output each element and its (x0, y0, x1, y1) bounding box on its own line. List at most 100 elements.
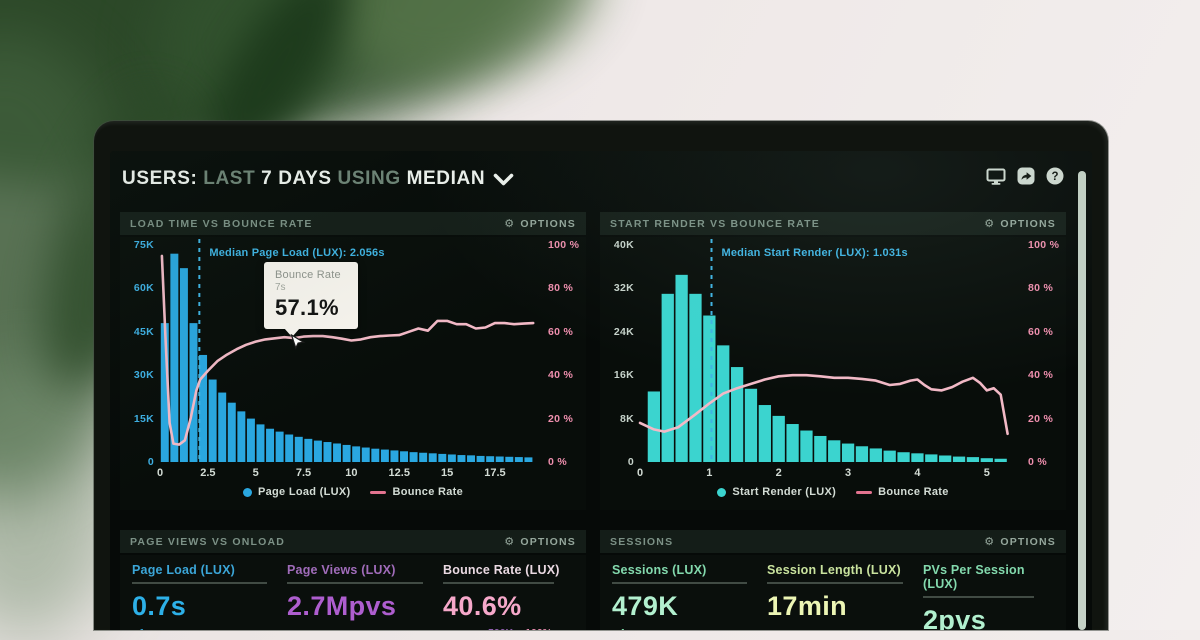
histogram-bar (505, 456, 514, 462)
legend-dash-swatch (370, 490, 387, 494)
legend-label: Page Load (LUX) (257, 486, 351, 498)
help-icon[interactable]: ? (1046, 167, 1064, 185)
display-icon[interactable] (986, 168, 1006, 185)
histogram-bar (237, 411, 246, 462)
metric-value: 2.7Mpvs (287, 591, 397, 621)
gear-icon: ⚙ (984, 535, 996, 548)
dashboard-header: USERS: LAST 7 DAYS USING MEDIAN (110, 151, 1092, 205)
histogram-bar (179, 268, 188, 462)
svg-text:?: ? (1051, 171, 1058, 183)
panel-load-time-vs-bounce-rate: LOAD TIME VS BOUNCE RATE ⚙ OPTIONS 75K 60… (120, 212, 586, 510)
chevron-down-icon (493, 173, 514, 185)
histogram-bar (514, 457, 523, 462)
y-axis-right-tick: 60 % (1028, 325, 1054, 338)
page-title-part: 7 DAYS (261, 168, 332, 189)
start-render-chart[interactable]: 40K 32K 24K 16K 8K 0 100 % 80 % 60 % 40 % 20 % 0 % M… (600, 237, 1066, 510)
metric-label: Session Length (LUX) (767, 563, 901, 577)
metric-underline (443, 582, 554, 584)
metric-underline (767, 582, 903, 584)
x-axis-tick: 2.5 (200, 467, 216, 479)
metric-label: Page Load (LUX) (132, 563, 236, 577)
x-axis-tick: 17.5 (484, 467, 506, 479)
page-title-part: USERS: (122, 168, 198, 189)
page-title-part: USING (331, 168, 407, 189)
y-axis-right-tick: 20 % (1028, 412, 1054, 425)
histogram-bar (266, 428, 275, 462)
dashboard-screen: USERS: LAST 7 DAYS USING MEDIAN (110, 151, 1092, 630)
histogram-bar (285, 434, 294, 462)
page-title-part: LAST (197, 168, 262, 189)
histogram-bar (333, 443, 342, 462)
metric-label: Page Views (LUX) (287, 563, 396, 577)
y-axis-right-tick: 100 % (548, 239, 580, 251)
options-button[interactable]: ⚙ OPTIONS (504, 218, 576, 230)
median-annotation: Median Start Render (LUX): 1.031s (721, 247, 908, 259)
histogram-bar (246, 418, 255, 462)
page-title-part: MEDIAN (406, 168, 486, 189)
options-label: OPTIONS (520, 217, 576, 230)
histogram-bar (952, 456, 966, 462)
metric-value: 2pvs (923, 605, 987, 630)
y-axis-left-tick: 15K (133, 412, 154, 425)
scrollbar[interactable] (1078, 171, 1086, 630)
metric: Page Views (LUX) 2.7Mpvs (287, 563, 443, 630)
legend-item: Page Load (LUX) (242, 486, 351, 498)
y-axis-right-tick: 100 % (1028, 239, 1060, 251)
plot-area[interactable] (600, 237, 1066, 462)
histogram-bar (419, 452, 428, 462)
metric-subvalues: 500K 100% (443, 627, 552, 630)
histogram-bar (689, 293, 702, 462)
panel-sessions: SESSIONS ⚙ OPTIONS Sessions (LUX) 479K 4 p… (600, 530, 1066, 630)
load-time-chart[interactable]: 75K 60K 45K 30K 15K 0 100 % 80 % 60 % 40 % 20 % 0 %… (120, 237, 586, 510)
histogram-bar (170, 253, 179, 462)
legend-item: Bounce Rate (370, 486, 463, 498)
histogram-bar (160, 323, 169, 462)
histogram-bar (304, 438, 313, 462)
options-button[interactable]: ⚙ OPTIONS (504, 536, 576, 548)
toolbar-icons: ? (986, 167, 1064, 185)
options-button[interactable]: ⚙ OPTIONS (984, 536, 1056, 548)
y-axis-right-tick: 40 % (1028, 369, 1054, 382)
histogram-bar (486, 456, 495, 462)
x-axis-tick: 10 (345, 467, 358, 479)
y-axis-left-tick: 45K (133, 325, 154, 338)
histogram-bar (772, 415, 785, 462)
legend-item: Start Render (LUX) (717, 486, 836, 498)
histogram-bar (447, 454, 456, 462)
share-icon[interactable] (1017, 167, 1035, 185)
histogram-bar (208, 379, 217, 462)
histogram-bar (218, 392, 227, 462)
y-axis-right-tick: 60 % (548, 325, 574, 338)
bounce-rate-tooltip: Bounce Rate 7s 57.1% (263, 262, 358, 338)
x-axis-tick: 12.5 (388, 467, 410, 479)
mouse-cursor-icon (290, 334, 305, 350)
metric: Bounce Rate (LUX) 40.6% 500K 100% (443, 563, 574, 630)
y-axis-left-tick: 30K (133, 369, 154, 382)
histogram-bar (361, 447, 370, 462)
legend-label: Start Render (LUX) (732, 486, 837, 498)
y-axis-right-tick: 80 % (1028, 282, 1054, 295)
page-title-dropdown[interactable]: USERS: LAST 7 DAYS USING MEDIAN (122, 168, 514, 190)
histogram-bar (390, 450, 399, 462)
metric-subvalue: 100% (525, 627, 552, 630)
panel-title: START RENDER VS BOUNCE RATE (610, 217, 820, 230)
options-label: OPTIONS (520, 535, 576, 548)
panel-grid: LOAD TIME VS BOUNCE RATE ⚙ OPTIONS 75K 60… (120, 212, 1066, 630)
options-button[interactable]: ⚙ OPTIONS (984, 218, 1056, 230)
plot-area[interactable] (120, 237, 586, 462)
histogram-bar (994, 458, 1007, 462)
metric-underline (923, 596, 1034, 598)
x-axis-tick: 1 (706, 467, 713, 479)
panel-header: START RENDER VS BOUNCE RATE ⚙ OPTIONS (600, 212, 1066, 235)
histogram-bar (380, 449, 389, 462)
metric-underline (612, 582, 747, 584)
legend-dot-swatch (242, 487, 252, 497)
page-views-stats: Page Load (LUX) 0.7s 1s Page Views (LUX) 2.7… (120, 555, 586, 630)
x-axis-tick: 15 (440, 467, 454, 479)
histogram-bar (352, 446, 361, 462)
metric: Page Load (LUX) 0.7s 1s (132, 563, 287, 630)
histogram-bar (786, 424, 799, 462)
x-axis-tick: 3 (845, 467, 852, 479)
panel-title: LOAD TIME VS BOUNCE RATE (130, 217, 313, 230)
metric: Session Length (LUX) 17min (767, 563, 923, 630)
